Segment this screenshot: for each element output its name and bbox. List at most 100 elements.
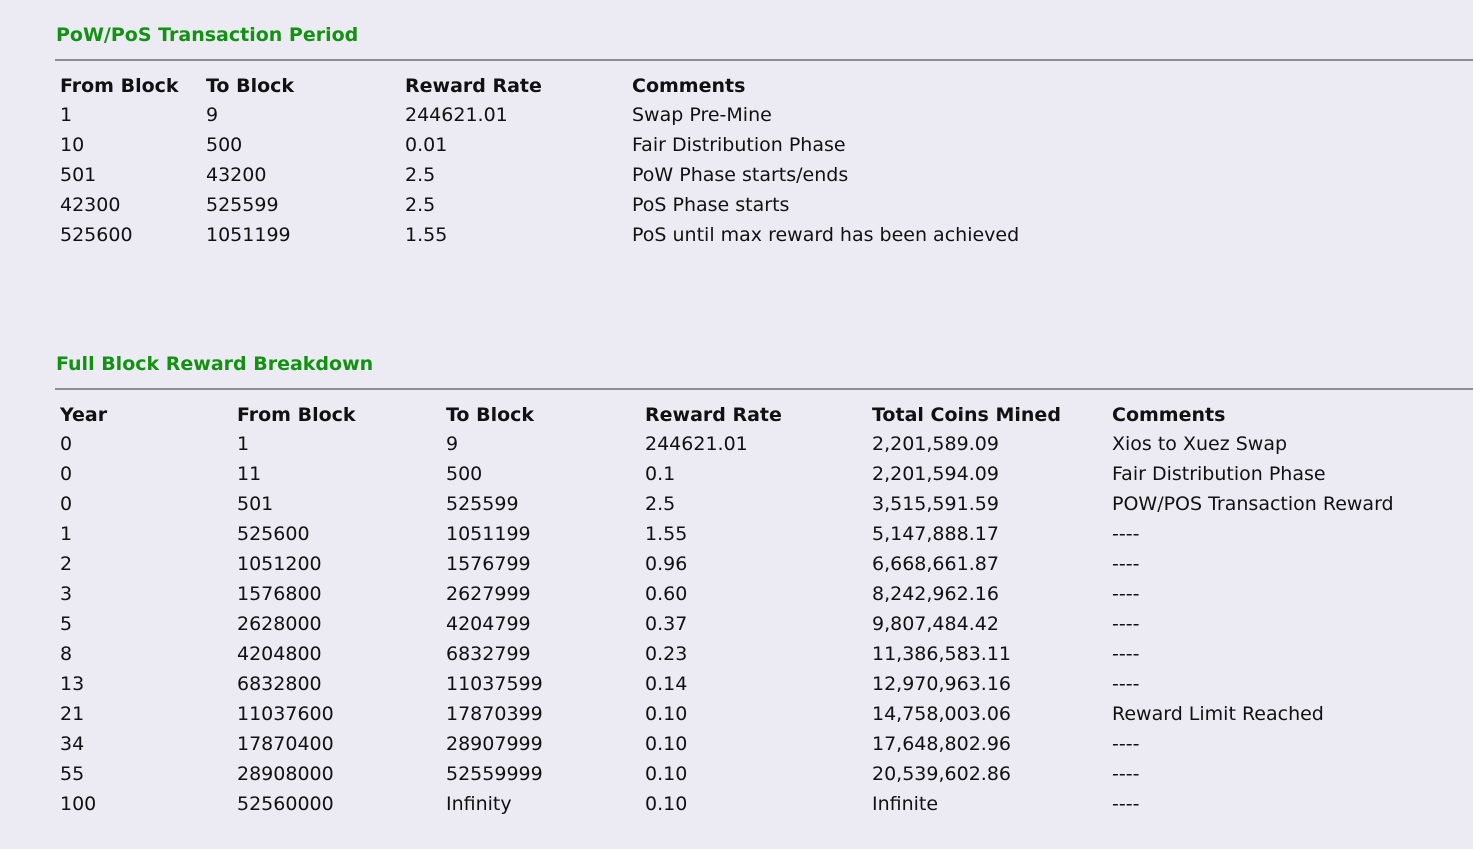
cell-total: 17,648,802.96 xyxy=(872,733,1012,755)
column-header-from-block: From Block xyxy=(237,404,356,426)
column-header-from-block: From Block xyxy=(60,75,179,97)
cell-from: 1 xyxy=(237,433,250,455)
cell-from: 1 xyxy=(60,104,73,126)
table-row: 1 525600 1051199 1.55 5,147,888.17 ---- xyxy=(56,521,1394,551)
cell-from: 52560000 xyxy=(237,793,334,815)
cell-from: 17870400 xyxy=(237,733,334,755)
cell-from: 4204800 xyxy=(237,643,322,665)
cell-total: 9,807,484.42 xyxy=(872,613,999,635)
cell-to: 525599 xyxy=(206,194,279,216)
column-header-to-block: To Block xyxy=(206,75,295,97)
table-header-row: From Block To Block Reward Rate Comments xyxy=(56,74,1019,102)
table-row: 10 500 0.01 Fair Distribution Phase xyxy=(56,132,1019,162)
cell-rate: 0.10 xyxy=(645,703,688,725)
cell-to: 28907999 xyxy=(446,733,543,755)
cell-total: 14,758,003.06 xyxy=(872,703,1012,725)
cell-to: 4204799 xyxy=(446,613,531,635)
cell-rate: 0.96 xyxy=(645,553,688,575)
cell-comments: ---- xyxy=(1112,763,1140,785)
cell-comments: ---- xyxy=(1112,733,1140,755)
cell-from: 10 xyxy=(60,134,85,156)
cell-to: 1051199 xyxy=(206,224,291,246)
cell-year: 13 xyxy=(60,673,85,695)
cell-year: 1 xyxy=(60,523,73,545)
column-header-year: Year xyxy=(60,404,108,426)
cell-year: 0 xyxy=(60,433,73,455)
cell-comments: ---- xyxy=(1112,643,1140,665)
cell-from: 1576800 xyxy=(237,583,322,605)
column-header-reward-rate: Reward Rate xyxy=(405,75,542,97)
cell-total: 5,147,888.17 xyxy=(872,523,999,545)
cell-rate: 2.5 xyxy=(645,493,676,515)
cell-year: 8 xyxy=(60,643,73,665)
column-header-total-coins-mined: Total Coins Mined xyxy=(872,404,1061,426)
cell-to: 52559999 xyxy=(446,763,543,785)
column-header-to-block: To Block xyxy=(446,404,535,426)
cell-rate: 1.55 xyxy=(645,523,688,545)
table-row: 0 11 500 0.1 2,201,594.09 Fair Distribution P… xyxy=(56,461,1394,491)
table-row: 501 43200 2.5 PoW Phase starts/ends xyxy=(56,162,1019,192)
pow-pos-table: From Block To Block Reward Rate Comments… xyxy=(56,74,1019,252)
section-divider xyxy=(55,388,1473,390)
table-row: 2 1051200 1576799 0.96 6,668,661.87 ---- xyxy=(56,551,1394,581)
cell-from: 42300 xyxy=(60,194,121,216)
column-header-comments: Comments xyxy=(632,75,746,97)
cell-year: 3 xyxy=(60,583,73,605)
cell-comments: PoW Phase starts/ends xyxy=(632,164,849,186)
cell-rate: 0.14 xyxy=(645,673,688,695)
cell-comments: ---- xyxy=(1112,673,1140,695)
table-row: 0 501 525599 2.5 3,515,591.59 POW/POS Transac… xyxy=(56,491,1394,521)
pow-pos-table-body: 1 9 244621.01 Swap Pre-Mine 10 500 0.01 Fair Di… xyxy=(56,102,1019,252)
cell-comments: Swap Pre-Mine xyxy=(632,104,772,126)
cell-from: 6832800 xyxy=(237,673,322,695)
cell-to: 2627999 xyxy=(446,583,531,605)
cell-to: 9 xyxy=(446,433,459,455)
cell-total: 11,386,583.11 xyxy=(872,643,1012,665)
cell-year: 34 xyxy=(60,733,85,755)
cell-total: 2,201,589.09 xyxy=(872,433,999,455)
cell-rate: 0.37 xyxy=(645,613,688,635)
cell-comments: ---- xyxy=(1112,523,1140,545)
cell-rate: 244621.01 xyxy=(405,104,508,126)
cell-from: 501 xyxy=(237,493,274,515)
table-row: 8 4204800 6832799 0.23 11,386,583.11 ---- xyxy=(56,641,1394,671)
cell-from: 501 xyxy=(60,164,97,186)
cell-rate: 1.55 xyxy=(405,224,448,246)
table-row: 34 17870400 28907999 0.10 17,648,802.96 ---- xyxy=(56,731,1394,761)
cell-year: 55 xyxy=(60,763,85,785)
cell-to: 6832799 xyxy=(446,643,531,665)
cell-to: 17870399 xyxy=(446,703,543,725)
section-title-pow-pos: PoW/PoS Transaction Period xyxy=(56,24,359,46)
cell-year: 100 xyxy=(60,793,97,815)
cell-comments: ---- xyxy=(1112,553,1140,575)
section-title-full-breakdown: Full Block Reward Breakdown xyxy=(56,353,374,375)
column-header-reward-rate: Reward Rate xyxy=(645,404,782,426)
cell-from: 11037600 xyxy=(237,703,334,725)
cell-comments: ---- xyxy=(1112,793,1140,815)
cell-to: 525599 xyxy=(446,493,519,515)
cell-rate: 0.23 xyxy=(645,643,688,665)
table-row: 1 9 244621.01 Swap Pre-Mine xyxy=(56,102,1019,132)
full-breakdown-table: Year From Block To Block Reward Rate Tot… xyxy=(56,403,1394,821)
cell-year: 5 xyxy=(60,613,73,635)
cell-year: 0 xyxy=(60,493,73,515)
cell-comments: PoS until max reward has been achieved xyxy=(632,224,1020,246)
cell-total: 3,515,591.59 xyxy=(872,493,999,515)
table-header-row: Year From Block To Block Reward Rate Tot… xyxy=(56,403,1394,431)
cell-total: 8,242,962.16 xyxy=(872,583,999,605)
cell-comments: Xios to Xuez Swap xyxy=(1112,433,1288,455)
cell-year: 2 xyxy=(60,553,73,575)
cell-rate: 2.5 xyxy=(405,164,436,186)
table-row: 3 1576800 2627999 0.60 8,242,962.16 ---- xyxy=(56,581,1394,611)
cell-from: 525600 xyxy=(237,523,310,545)
cell-from: 11 xyxy=(237,463,262,485)
cell-comments: Fair Distribution Phase xyxy=(632,134,846,156)
cell-comments: POW/POS Transaction Reward xyxy=(1112,493,1394,515)
table-row: 21 11037600 17870399 0.10 14,758,003.06 Rewar… xyxy=(56,701,1394,731)
cell-to: 500 xyxy=(446,463,483,485)
table-row: 55 28908000 52559999 0.10 20,539,602.86 ---- xyxy=(56,761,1394,791)
cell-to: 11037599 xyxy=(446,673,543,695)
table-row: 0 1 9 244621.01 2,201,589.09 Xios to Xuez Swa… xyxy=(56,431,1394,461)
cell-total: 6,668,661.87 xyxy=(872,553,999,575)
